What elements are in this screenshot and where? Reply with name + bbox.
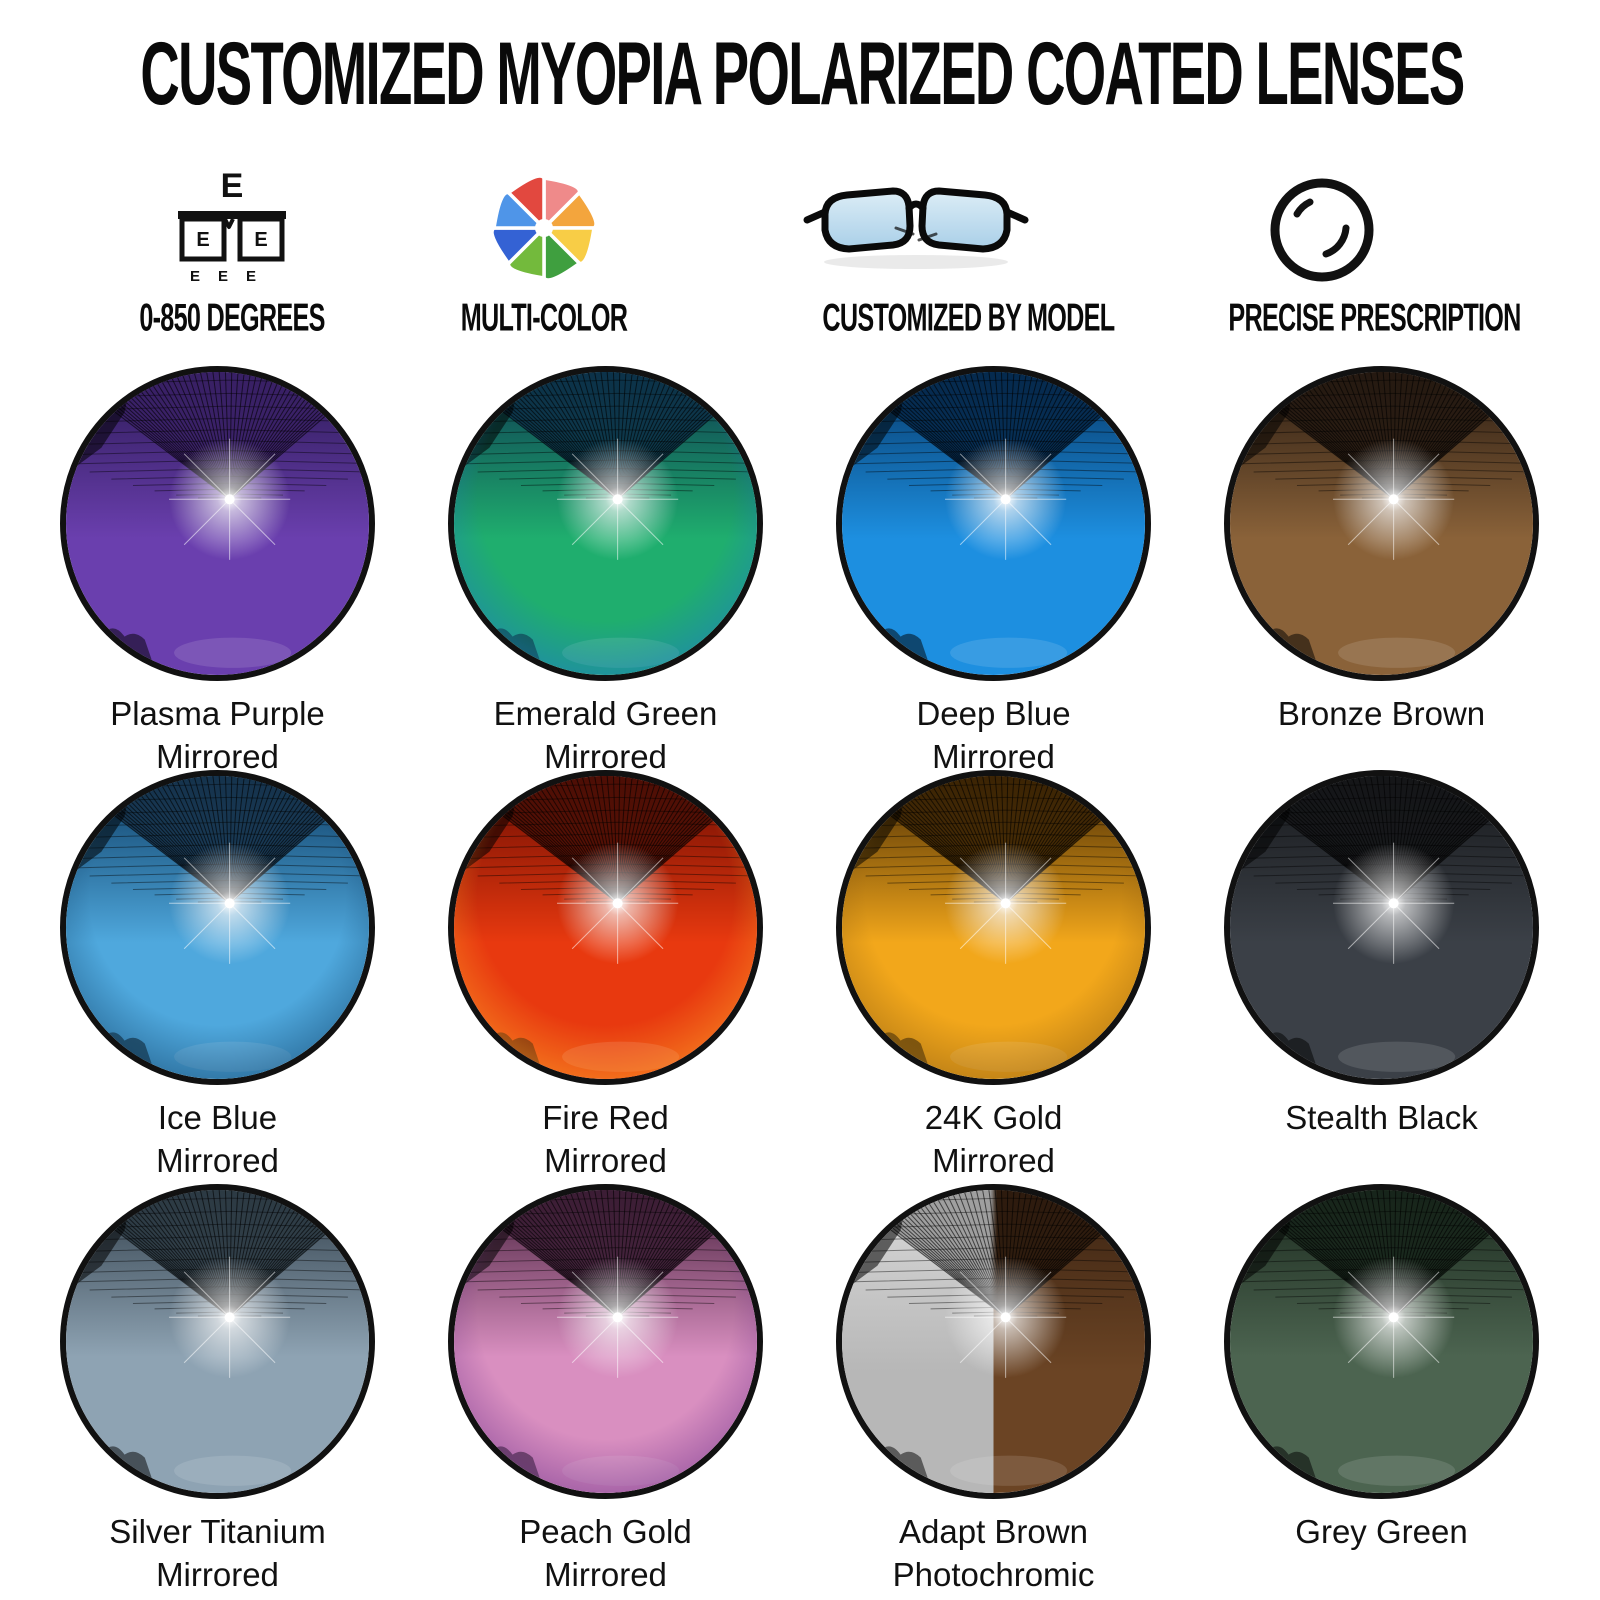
svg-text:E: E [218,268,228,285]
svg-text:E: E [221,167,244,205]
svg-text:E: E [190,268,200,285]
svg-text:E: E [254,229,267,251]
svg-text:E: E [196,229,209,251]
svg-text:E: E [246,268,256,285]
